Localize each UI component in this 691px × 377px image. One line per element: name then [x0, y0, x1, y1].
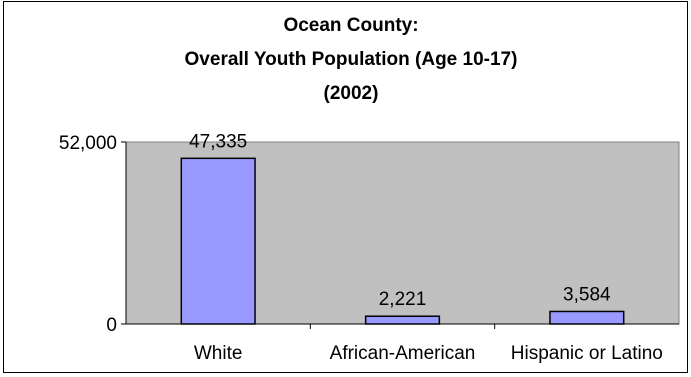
data-label: 47,335: [189, 131, 247, 152]
y-tick-label: 52,000: [59, 133, 117, 154]
chart-title-line-1: Ocean County:: [283, 15, 418, 36]
x-category-label: Hispanic or Latino: [511, 343, 663, 364]
data-label: 2,221: [379, 289, 427, 310]
chart-title: Ocean County: Overall Youth Population (…: [185, 15, 518, 104]
x-category-label: White: [194, 343, 243, 364]
bar-chart: Ocean County: Overall Youth Population (…: [59, 15, 680, 364]
chart-frame: Ocean County: Overall Youth Population (…: [3, 1, 688, 373]
bars: [180, 157, 625, 325]
x-category-label: African-American: [330, 343, 476, 364]
bar-white: [180, 157, 256, 325]
bar-african-american: [364, 315, 441, 325]
bar-hispanic-or-latino: [549, 310, 625, 325]
y-tick-label: 0: [106, 315, 117, 336]
chart-title-line-3: (2002): [324, 83, 379, 104]
chart-title-line-2: Overall Youth Population (Age 10-17): [185, 49, 518, 70]
data-label: 3,584: [563, 284, 611, 305]
labels: 47,335 White 2,221 African-American 3,584 His…: [189, 131, 663, 364]
